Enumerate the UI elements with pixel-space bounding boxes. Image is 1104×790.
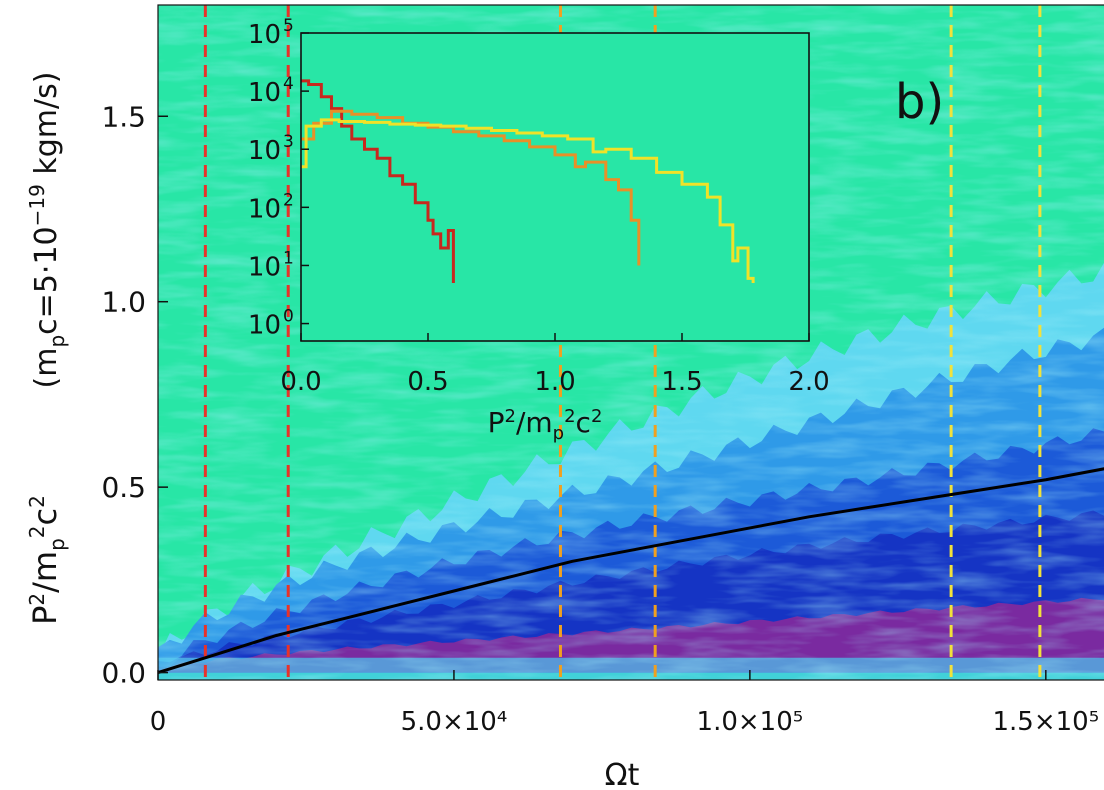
main-x-ticks: 0 5.0×10⁴ 1.0×10⁵ 1.5×10⁵ bbox=[150, 670, 1099, 737]
inset-y-tick-exponent: 1 bbox=[283, 248, 294, 268]
inset-series-line-2 bbox=[301, 109, 641, 266]
main-plot-frame bbox=[157, 4, 1104, 681]
panel-label: b) bbox=[895, 74, 944, 130]
inset-x-tick-label: 0.5 bbox=[407, 367, 448, 397]
inset-y-tick-exponent: 3 bbox=[283, 132, 294, 152]
inset-y-tick-label: 10 bbox=[248, 252, 281, 282]
main-y-tick-label: 1.0 bbox=[101, 286, 146, 319]
inset-distribution-lines bbox=[301, 79, 755, 283]
inset-x-ticks: 0.0 0.5 1.0 1.5 2.0 bbox=[280, 333, 830, 397]
main-x-tick-label: 1.5×10⁵ bbox=[992, 707, 1099, 737]
inset-y-tick-label: 10 bbox=[248, 78, 281, 108]
main-y-axis-unit-label: (mpc=5·10−19 kgm/s) bbox=[25, 72, 69, 389]
main-y-tick-label: 1.5 bbox=[101, 100, 146, 133]
main-y-ticks: 0.0 0.5 1.0 1.5 bbox=[101, 100, 168, 690]
inset-x-tick-label: 1.0 bbox=[534, 367, 575, 397]
main-y-tick-label: 0.5 bbox=[101, 471, 146, 504]
inset-y-tick-label: 10 bbox=[248, 311, 281, 341]
inset-y-tick-exponent: 0 bbox=[283, 307, 294, 327]
inset-plot-background bbox=[301, 33, 809, 341]
main-x-tick-label: 5.0×10⁴ bbox=[401, 707, 508, 737]
inset-x-tick-label: 2.0 bbox=[788, 367, 829, 397]
inset-y-tick-label: 10 bbox=[248, 136, 281, 166]
main-x-tick-label: 1.0×10⁵ bbox=[697, 707, 804, 737]
inset-x-tick-label: 1.5 bbox=[661, 367, 702, 397]
inset-y-tick-exponent: 4 bbox=[283, 74, 294, 94]
inset-y-tick-label: 10 bbox=[248, 20, 281, 50]
time-marker-lines bbox=[203, 5, 1042, 680]
inset-series-line-3 bbox=[301, 118, 755, 283]
inset-series-line-1 bbox=[301, 79, 455, 283]
inset-y-tick-exponent: 5 bbox=[283, 16, 294, 36]
main-x-tick-label: 0 bbox=[150, 707, 167, 737]
main-x-axis-label: Ωt bbox=[605, 758, 640, 790]
main-y-tick-label: 0.0 bbox=[101, 657, 146, 690]
inset-x-tick-label: 0.0 bbox=[280, 367, 321, 397]
main-y-axis-label: P2/mp2c2 bbox=[25, 495, 69, 625]
mean-curve-line bbox=[158, 467, 1104, 675]
inset-y-tick-label: 10 bbox=[248, 194, 281, 224]
inset-y-tick-exponent: 2 bbox=[283, 190, 294, 210]
